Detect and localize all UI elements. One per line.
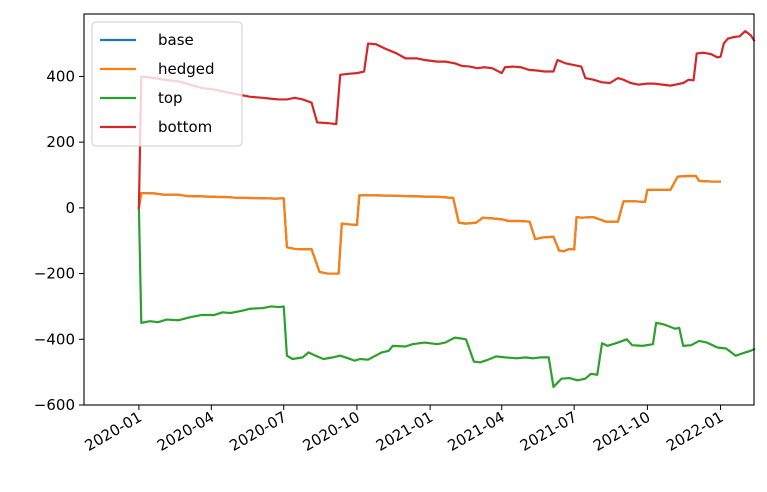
series-line-hedged <box>137 174 721 275</box>
series-line-top <box>137 206 756 389</box>
legend-label-top: top <box>158 89 183 107</box>
legend-label-hedged: hedged <box>158 60 215 78</box>
series-layer <box>137 29 756 389</box>
legend-label-base: base <box>158 31 194 49</box>
series-line-bottom <box>137 29 756 209</box>
y-tick-label: −600 <box>34 396 75 414</box>
legend-label-bottom: bottom <box>158 118 212 136</box>
legend-box <box>91 21 243 147</box>
y-axis: −600 −400 −200 0 200 400 <box>34 67 84 414</box>
plot-frame <box>83 13 755 406</box>
legend-items: base hedged top bottom <box>100 31 215 136</box>
y-tick-label: −200 <box>34 265 75 283</box>
y-tick-label: 0 <box>65 199 75 217</box>
y-tick-label: 200 <box>46 133 75 151</box>
y-tick-label: 400 <box>46 67 75 85</box>
y-tick-label: −400 <box>34 330 75 348</box>
legend: base hedged top bottom <box>91 21 243 147</box>
